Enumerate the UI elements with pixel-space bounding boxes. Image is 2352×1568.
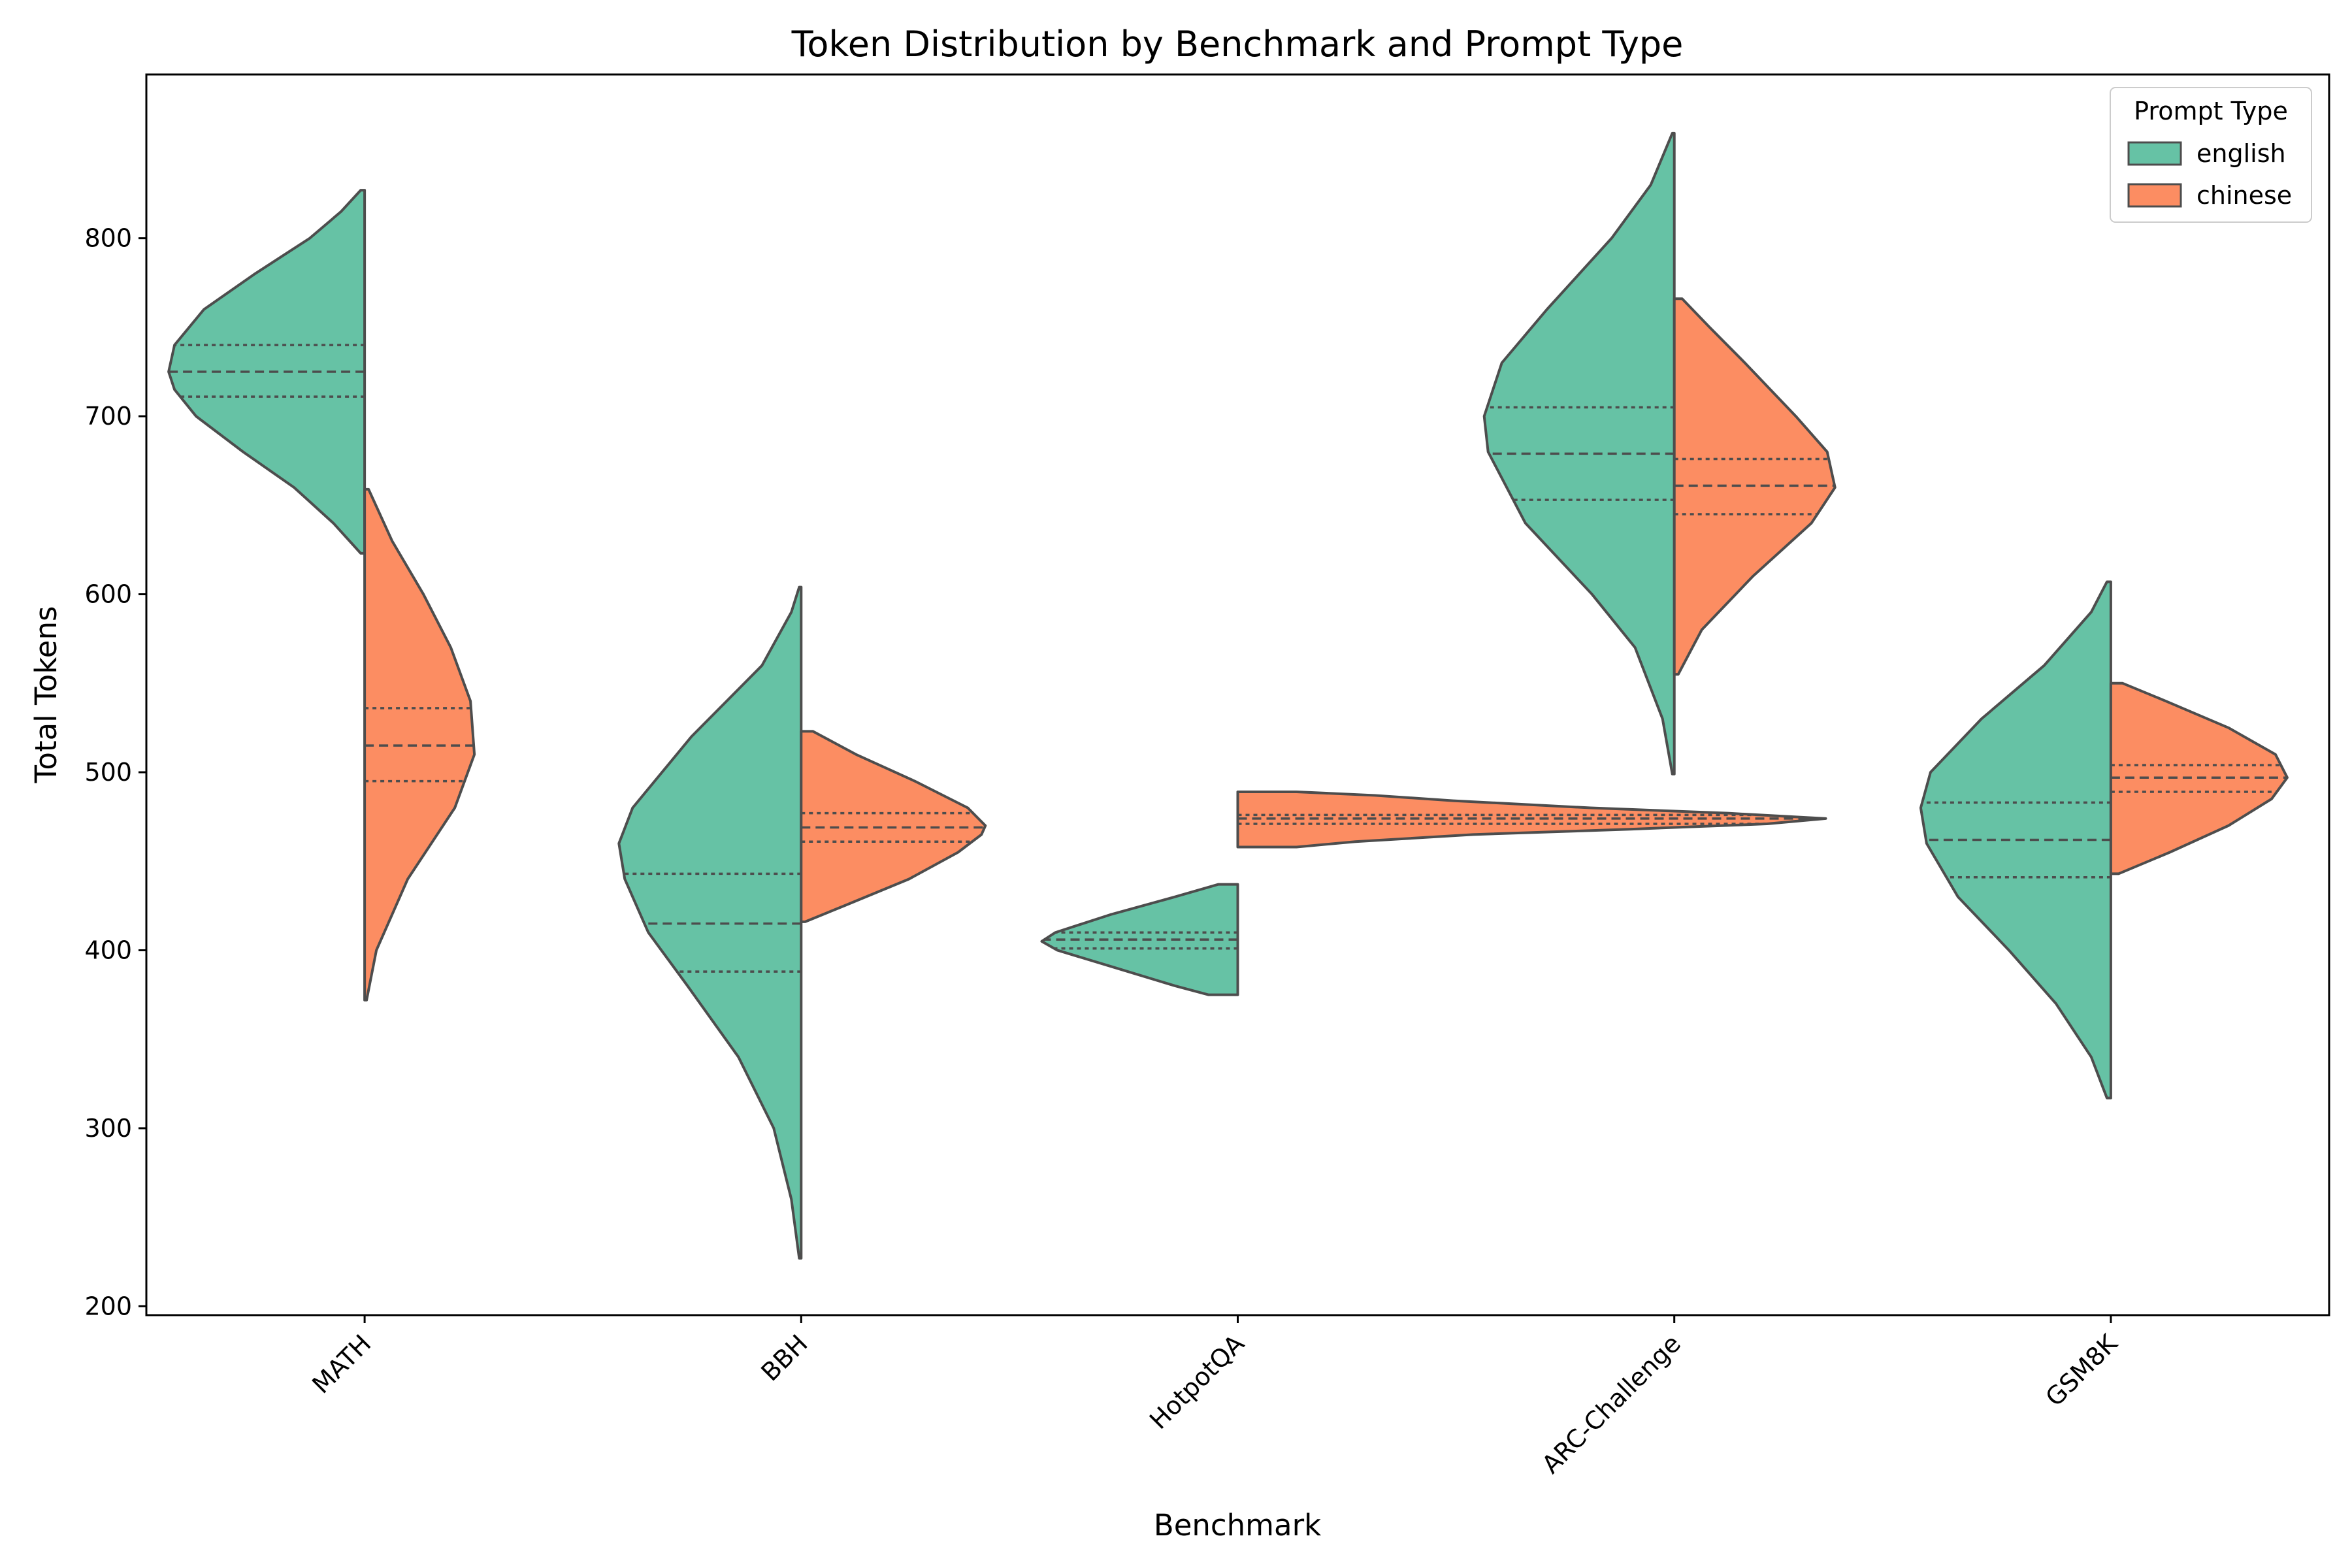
plot-area xyxy=(167,131,2289,1260)
y-tick-label: 600 xyxy=(84,580,132,609)
y-tick-label: 800 xyxy=(84,224,132,253)
violin-chinese-MATH xyxy=(363,487,476,1002)
axes-frame xyxy=(145,73,2330,1316)
y-axis-title: Total Tokens xyxy=(29,606,63,784)
legend-swatch-english xyxy=(2127,141,2182,166)
legend-title: Prompt Type xyxy=(2134,97,2288,125)
chart-title: Token Distribution by Benchmark and Prom… xyxy=(791,24,1684,65)
violin-english-HotpotQA xyxy=(1040,883,1239,996)
violin-body xyxy=(1040,883,1239,996)
y-tick-label: 700 xyxy=(84,402,132,431)
violin-chinese-BBH xyxy=(800,730,987,923)
violin-english-GSM8K xyxy=(1919,580,2112,1100)
x-axis-title: Benchmark xyxy=(1154,1508,1321,1543)
x-tick-label: HotpotQA xyxy=(1144,1329,1250,1435)
x-tick-label: BBH xyxy=(755,1329,813,1386)
legend-label-english: english xyxy=(2197,139,2286,168)
violin-body xyxy=(167,189,367,555)
x-tick-label: MATH xyxy=(306,1329,376,1399)
y-tick-label: 200 xyxy=(84,1292,132,1320)
legend: Prompt Type english chinese xyxy=(2110,87,2312,223)
y-tick-label: 500 xyxy=(84,758,132,787)
violin-english-BBH xyxy=(617,585,803,1260)
x-tick-label: ARC-Challenge xyxy=(1536,1329,1686,1479)
violin-english-ARC-Challenge xyxy=(1482,131,1676,776)
legend-label-chinese: chinese xyxy=(2197,181,2292,210)
violin-chinese-GSM8K xyxy=(2109,681,2289,875)
violin-body xyxy=(363,487,476,1002)
violin-chinese-HotpotQA xyxy=(1236,790,1827,849)
violin-english-MATH xyxy=(167,189,367,555)
y-tick-label: 300 xyxy=(84,1114,132,1143)
x-tick-label: GSM8K xyxy=(2040,1328,2123,1412)
legend-swatch-chinese xyxy=(2127,183,2182,208)
violin-chinese-ARC-Challenge xyxy=(1673,297,1837,676)
y-tick-label: 400 xyxy=(84,936,132,964)
